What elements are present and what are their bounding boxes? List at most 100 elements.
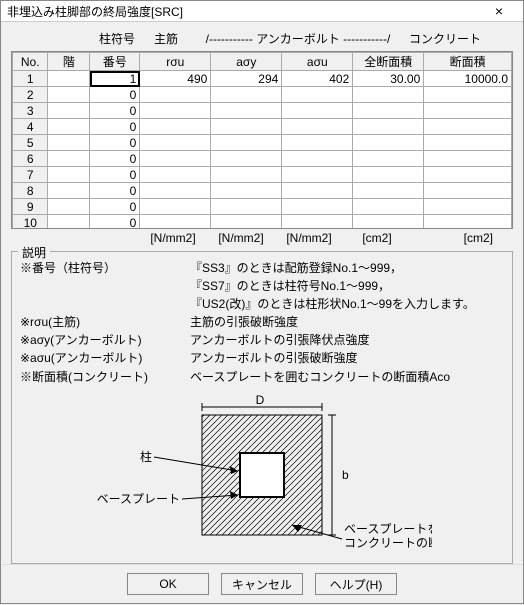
table-cell[interactable]	[211, 119, 282, 135]
table-cell[interactable]: 294	[211, 71, 282, 87]
table-cell[interactable]	[424, 119, 512, 135]
table-cell[interactable]	[282, 119, 353, 135]
unit-area-all: [cm2]	[343, 231, 411, 245]
table-cell[interactable]	[424, 103, 512, 119]
unit-area: [cm2]	[411, 231, 493, 245]
table-cell[interactable]	[140, 183, 211, 199]
table-cell[interactable]: 0	[90, 183, 140, 199]
table-cell[interactable]	[211, 87, 282, 103]
table-cell[interactable]: 0	[90, 167, 140, 183]
explain-value: アンカーボルトの引張降伏点強度	[190, 331, 370, 348]
explain-value: ベースプレートを囲むコンクリートの断面積Aco	[190, 368, 450, 385]
table-cell[interactable]	[211, 215, 282, 230]
table-cell[interactable]	[282, 167, 353, 183]
table-cell[interactable]	[211, 199, 282, 215]
table-cell[interactable]	[48, 103, 90, 119]
table-cell[interactable]	[424, 87, 512, 103]
table-cell[interactable]	[353, 215, 424, 230]
table-cell[interactable]	[140, 119, 211, 135]
table-cell[interactable]	[48, 215, 90, 230]
table-header: 階	[48, 53, 90, 71]
table-cell[interactable]	[48, 167, 90, 183]
close-icon[interactable]: ×	[481, 1, 517, 21]
ok-button[interactable]: OK	[127, 573, 209, 595]
table-cell[interactable]	[353, 151, 424, 167]
table-cell[interactable]	[211, 151, 282, 167]
explain-key: ※rσu(主筋)	[20, 313, 190, 330]
table-cell[interactable]	[282, 183, 353, 199]
table-cell[interactable]	[353, 199, 424, 215]
table-rowhdr: 6	[13, 151, 48, 167]
table-cell[interactable]	[211, 135, 282, 151]
table-header: aσy	[211, 53, 282, 71]
table-cell[interactable]: 0	[90, 135, 140, 151]
table-header: 番号	[90, 53, 140, 71]
table-cell[interactable]	[353, 167, 424, 183]
table-header: rσu	[140, 53, 211, 71]
table-cell[interactable]: 490	[140, 71, 211, 87]
table-cell[interactable]	[282, 87, 353, 103]
table-cell[interactable]: 402	[282, 71, 353, 87]
data-table[interactable]: No.階番号rσuaσyaσu全断面積断面積1149029440230.0010…	[12, 52, 512, 229]
table-cell[interactable]	[353, 119, 424, 135]
table-cell[interactable]: 0	[90, 119, 140, 135]
table-cell[interactable]	[140, 167, 211, 183]
table-cell[interactable]	[48, 135, 90, 151]
table-cell[interactable]	[211, 103, 282, 119]
table-cell[interactable]	[48, 71, 90, 87]
table-rowhdr: 10	[13, 215, 48, 230]
table-cell[interactable]	[140, 215, 211, 230]
table-cell[interactable]	[424, 167, 512, 183]
table-cell[interactable]	[48, 87, 90, 103]
table-cell[interactable]	[211, 167, 282, 183]
table-cell[interactable]	[282, 151, 353, 167]
table-cell[interactable]	[424, 199, 512, 215]
table-rowhdr: 2	[13, 87, 48, 103]
table-cell[interactable]: 0	[90, 87, 140, 103]
table-cell[interactable]	[424, 135, 512, 151]
table-cell[interactable]	[282, 103, 353, 119]
table-cell[interactable]	[140, 87, 211, 103]
svg-text:コンクリートの断面積Aco: コンクリートの断面積Aco	[344, 535, 432, 550]
svg-text:ベースプレート: ベースプレート	[97, 492, 180, 506]
explain-row: ※aσy(アンカーボルト)アンカーボルトの引張降伏点強度	[20, 331, 504, 348]
table-cell[interactable]	[353, 135, 424, 151]
table-cell[interactable]	[353, 103, 424, 119]
table-cell[interactable]	[140, 103, 211, 119]
table-cell[interactable]	[48, 119, 90, 135]
explain-row: ※番号（柱符号）『SS3』のときは配筋登録No.1～999，	[20, 259, 504, 276]
diagram: D b 柱 ベースプレート	[20, 395, 504, 555]
table-cell[interactable]	[140, 199, 211, 215]
table-cell[interactable]: 0	[90, 103, 140, 119]
unit-asy: [N/mm2]	[207, 231, 275, 245]
dialog-window: 非埋込み柱脚部の終局強度[SRC] × 柱符号 主筋 /----------- …	[0, 0, 524, 604]
table-cell[interactable]	[211, 183, 282, 199]
table-cell[interactable]	[48, 183, 90, 199]
table-cell[interactable]	[140, 151, 211, 167]
unit-rsu: [N/mm2]	[139, 231, 207, 245]
table-cell[interactable]	[48, 199, 90, 215]
table-cell[interactable]: 0	[90, 199, 140, 215]
table-rowhdr: 9	[13, 199, 48, 215]
table-cell[interactable]: 30.00	[353, 71, 424, 87]
table-cell[interactable]	[282, 215, 353, 230]
table-cell[interactable]	[353, 87, 424, 103]
table-cell[interactable]: 10000.0	[424, 71, 512, 87]
table-cell[interactable]: 0	[90, 215, 140, 230]
table-cell[interactable]	[282, 199, 353, 215]
table-cell[interactable]	[48, 151, 90, 167]
table-cell[interactable]: 1	[90, 71, 140, 87]
table-cell[interactable]	[424, 151, 512, 167]
cancel-button[interactable]: キャンセル	[221, 573, 303, 595]
table-cell[interactable]	[424, 183, 512, 199]
table-cell[interactable]	[353, 183, 424, 199]
explain-row: 『SS7』のときは柱符号No.1～999，	[20, 277, 504, 294]
table-cell[interactable]	[282, 135, 353, 151]
explain-key: ※断面積(コンクリート)	[20, 368, 190, 385]
help-button[interactable]: ヘルプ(H)	[315, 573, 397, 595]
table-cell[interactable]: 0	[90, 151, 140, 167]
table-cell[interactable]	[140, 135, 211, 151]
unit-asu: [N/mm2]	[275, 231, 343, 245]
table-cell[interactable]	[424, 215, 512, 230]
table-rowhdr: 1	[13, 71, 48, 87]
